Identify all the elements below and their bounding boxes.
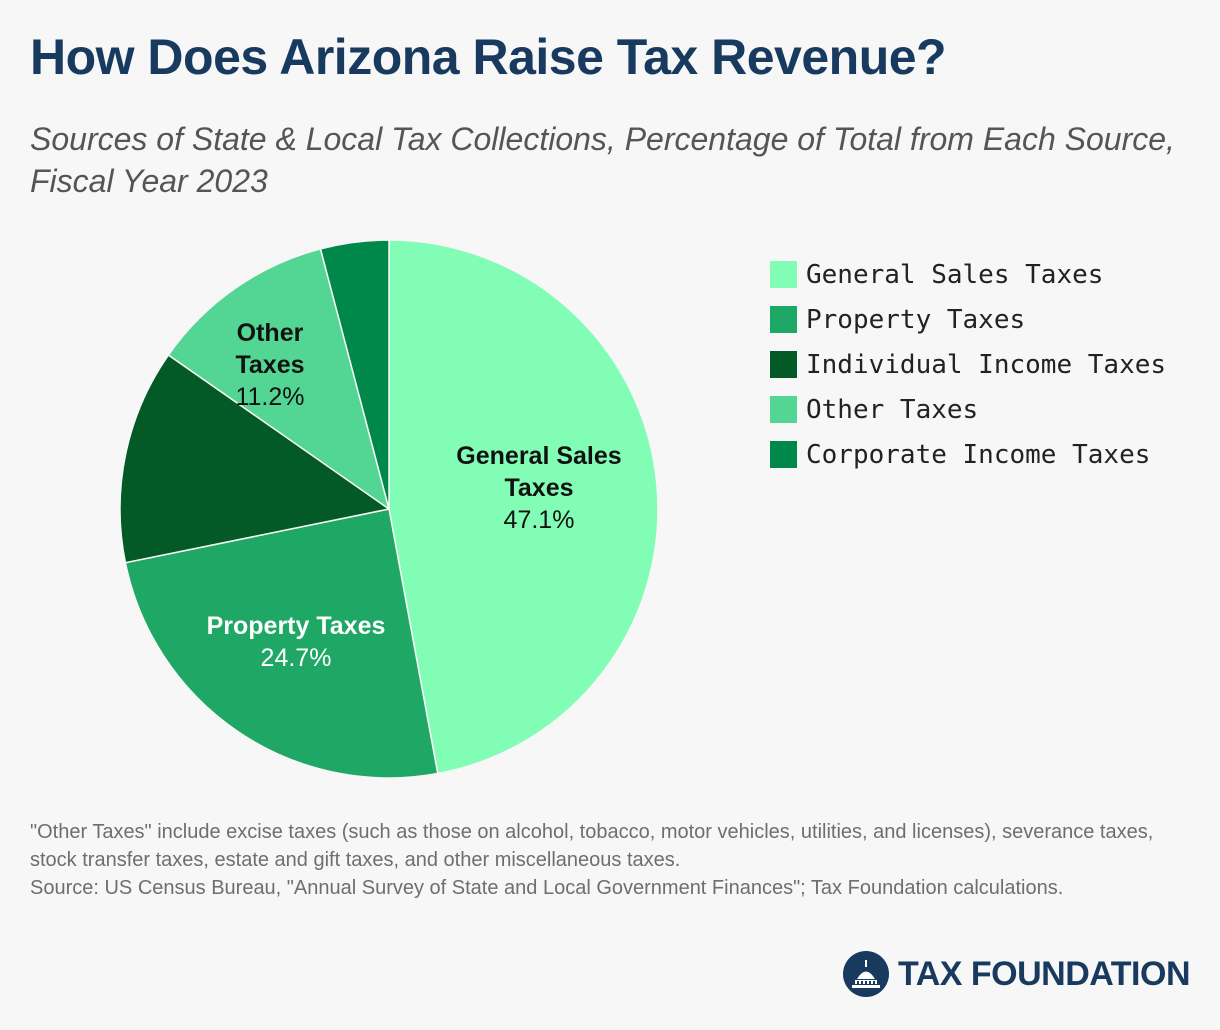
legend-label: Property Taxes xyxy=(806,304,1026,335)
legend-item: General Sales Taxes xyxy=(770,252,1166,297)
legend-swatch xyxy=(770,351,797,378)
legend-swatch xyxy=(770,441,797,468)
pie-slice-property-taxes xyxy=(124,508,439,779)
legend-item: Individual Income Taxes xyxy=(770,342,1166,387)
footnote-definition: "Other Taxes" include excise taxes (such… xyxy=(30,821,1154,871)
footnote-source: Source: US Census Bureau, "Annual Survey… xyxy=(30,877,1064,899)
tax-foundation-logo: TAX FOUNDATION xyxy=(842,950,1191,998)
logo-text: TAX FOUNDATION xyxy=(897,954,1191,993)
legend-label: General Sales Taxes xyxy=(806,259,1104,290)
legend-label: Individual Income Taxes xyxy=(806,349,1167,380)
slice-label-property-taxes: Property Taxes 24.7% xyxy=(207,612,386,672)
pie-slice-general-sales-taxes xyxy=(388,239,659,775)
footnote: "Other Taxes" include excise taxes (such… xyxy=(30,818,1200,902)
legend-swatch xyxy=(770,261,797,288)
chart-subtitle: Sources of State & Local Tax Collections… xyxy=(30,121,1175,199)
slice-label-general-sales-taxes: General Sales Taxes 47.1% xyxy=(456,442,621,534)
legend-swatch xyxy=(770,306,797,333)
legend-item: Property Taxes xyxy=(770,297,1166,342)
legend: General Sales Taxes Property Taxes Individ… xyxy=(770,252,1166,477)
chart-title: How Does Arizona Raise Tax Revenue? xyxy=(30,29,947,85)
slice-label-other-taxes: Other Taxes 11.2% xyxy=(235,319,304,411)
pie-slice-other-taxes xyxy=(167,247,391,511)
legend-item: Corporate Income Taxes xyxy=(770,432,1166,477)
legend-label: Other Taxes xyxy=(806,394,979,425)
legend-item: Other Taxes xyxy=(770,387,1166,432)
pie-slice-individual-income-taxes xyxy=(119,353,391,564)
legend-swatch xyxy=(770,396,797,423)
pie-slice-corporate-income-taxes xyxy=(319,239,390,510)
legend-label: Corporate Income Taxes xyxy=(806,439,1151,470)
capitol-dome-icon xyxy=(842,951,889,997)
pie-chart: General Sales Taxes 47.1% Property Taxes 24.… xyxy=(119,239,659,779)
